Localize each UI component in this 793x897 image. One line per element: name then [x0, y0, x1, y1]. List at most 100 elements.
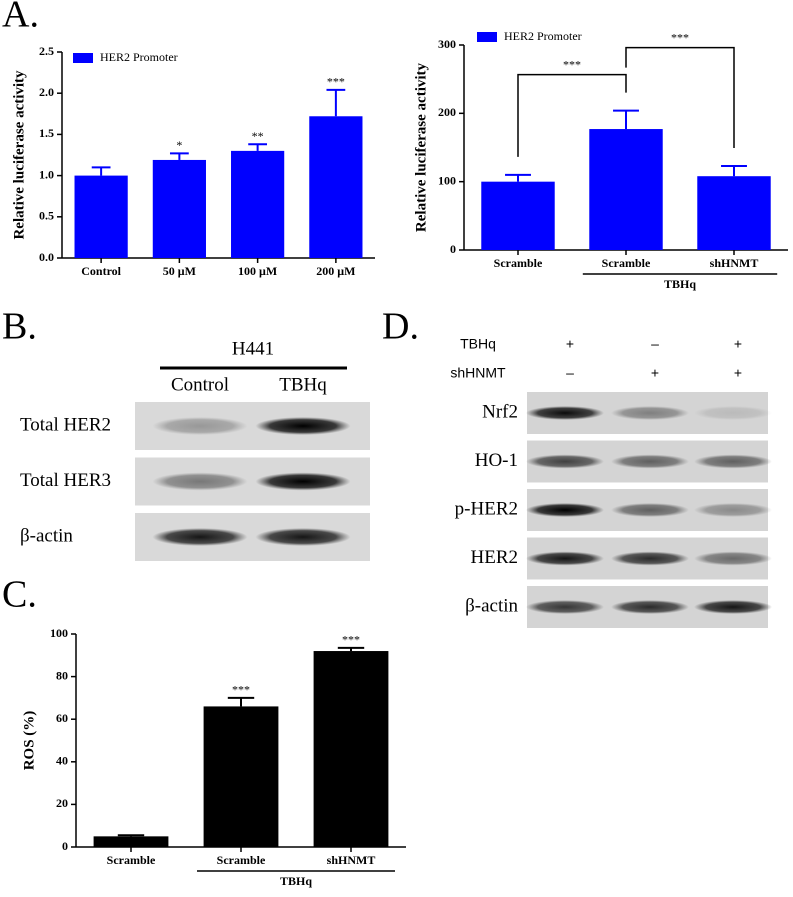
- panel-label: C.: [2, 574, 37, 616]
- significance: *: [176, 138, 182, 152]
- blot-band: [526, 551, 604, 566]
- y-axis-label: ROS (%): [21, 711, 37, 771]
- error-bar: [613, 109, 639, 130]
- y-tick-label: 0: [450, 242, 456, 256]
- condition-label: TBHq: [460, 336, 496, 352]
- blot-band: [611, 454, 689, 469]
- blot-band: [611, 406, 689, 420]
- row-label: β-actin: [20, 525, 73, 546]
- comparison-label: ***: [563, 57, 581, 71]
- error-bar: [117, 834, 145, 837]
- blot-band: [694, 551, 772, 566]
- cell-line: H441: [232, 338, 274, 359]
- panel-label: B.: [2, 306, 37, 348]
- row-label: Total HER2: [20, 414, 111, 435]
- x-tick-label: 200 μM: [316, 264, 355, 278]
- error-bar: [721, 164, 747, 177]
- condition-mark: –: [651, 336, 659, 352]
- significance: ***: [342, 633, 360, 647]
- blot-band: [152, 528, 248, 546]
- blot-band: [152, 417, 248, 435]
- blot-band: [255, 472, 351, 491]
- significance: ***: [232, 683, 250, 697]
- error-bar: [227, 696, 255, 707]
- blot-band: [526, 503, 604, 517]
- y-tick-label: 80: [56, 668, 68, 682]
- bar: [589, 129, 663, 250]
- error-bar: [337, 646, 365, 652]
- legend-swatch: [477, 32, 497, 42]
- comparison-bracket: [625, 46, 735, 148]
- y-tick-label: 0.5: [39, 209, 54, 223]
- x-tick-label: shHNMT: [710, 256, 759, 270]
- bar: [313, 651, 389, 847]
- legend-label: HER2 Promoter: [504, 29, 582, 43]
- blot-band: [694, 454, 772, 469]
- bar: [697, 176, 771, 250]
- row-label: β-actin: [465, 595, 518, 616]
- error-bar: [169, 152, 189, 160]
- error-bar: [505, 173, 531, 182]
- x-tick-label: Control: [81, 264, 121, 278]
- condition-mark: –: [566, 365, 574, 381]
- column-label: TBHq: [279, 374, 327, 395]
- y-tick-label: 2.0: [39, 85, 54, 99]
- y-tick-label: 0: [62, 839, 68, 853]
- row-label: HO-1: [475, 450, 518, 471]
- y-tick-label: 0.0: [39, 250, 54, 264]
- row-label: Nrf2: [482, 401, 518, 422]
- y-tick-label: 40: [56, 754, 68, 768]
- bar: [152, 159, 206, 258]
- error-bar: [326, 88, 346, 117]
- blot-band: [526, 454, 604, 469]
- y-tick-label: 60: [56, 711, 68, 725]
- significance: **: [252, 129, 264, 143]
- legend-swatch: [73, 53, 93, 63]
- bar: [309, 116, 363, 258]
- y-tick-label: 1.0: [39, 167, 54, 181]
- blot-band: [255, 528, 351, 546]
- blot-band: [255, 417, 351, 435]
- condition-mark: +: [566, 336, 574, 352]
- y-tick-label: 2.5: [39, 44, 54, 58]
- comparison-label: ***: [671, 30, 689, 44]
- blot-band: [611, 503, 689, 517]
- y-tick-label: 100: [50, 626, 68, 640]
- y-tick-label: 200: [438, 105, 456, 119]
- bar: [203, 706, 279, 847]
- condition-mark: +: [734, 365, 742, 381]
- comparison-bracket: [517, 73, 627, 157]
- condition-mark: +: [734, 336, 742, 352]
- significance: ***: [327, 75, 345, 89]
- y-tick-label: 300: [438, 37, 456, 51]
- blot-band: [694, 406, 772, 420]
- blot-band: [611, 551, 689, 566]
- x-tick-label: shHNMT: [327, 853, 376, 867]
- x-tick-label: Scramble: [217, 853, 266, 867]
- bar: [231, 150, 285, 258]
- bar: [74, 175, 128, 258]
- y-tick-label: 20: [56, 796, 68, 810]
- group-label: TBHq: [280, 874, 312, 888]
- blot-band: [611, 600, 689, 614]
- x-tick-label: 50 μM: [163, 264, 196, 278]
- bar: [93, 836, 169, 847]
- bar: [481, 181, 555, 250]
- panel-label: D.: [382, 306, 419, 348]
- y-axis-label: Relative luciferase activity: [413, 62, 429, 232]
- error-bar: [248, 143, 268, 151]
- blot-band: [526, 600, 604, 614]
- panel-label: A.: [2, 0, 39, 36]
- group-label: TBHq: [664, 277, 696, 291]
- blot-band: [152, 472, 248, 491]
- blot-band: [526, 406, 604, 420]
- blot-band: [694, 600, 772, 614]
- x-tick-label: 100 μM: [238, 264, 277, 278]
- blot-band: [694, 503, 772, 517]
- y-axis-label: Relative luciferase activity: [11, 70, 27, 240]
- row-label: Total HER3: [20, 470, 111, 491]
- column-label: Control: [171, 374, 229, 395]
- y-tick-label: 100: [438, 173, 456, 187]
- row-label: HER2: [471, 547, 519, 568]
